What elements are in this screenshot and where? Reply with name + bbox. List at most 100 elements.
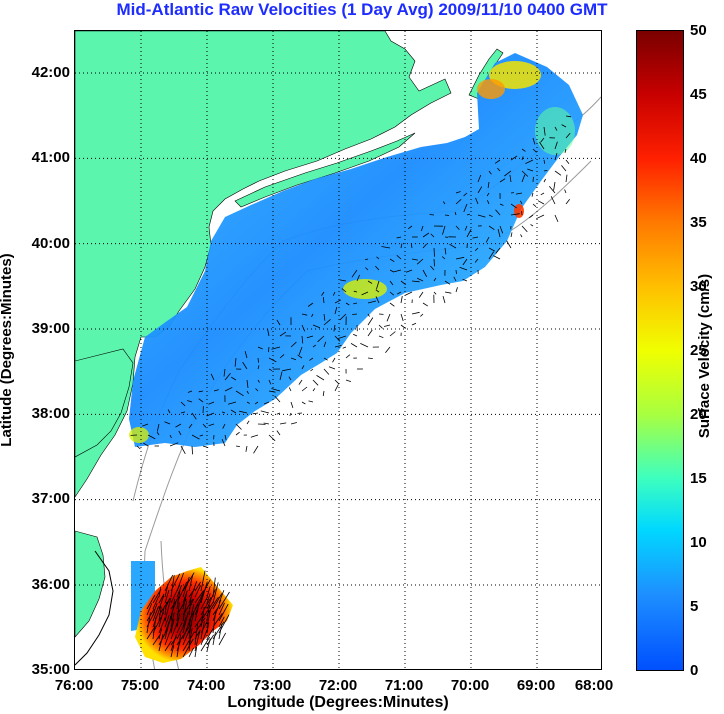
- velocity-arrow: [497, 228, 501, 238]
- velocity-arrow: [466, 213, 471, 216]
- velocity-arrow: [499, 178, 506, 183]
- velocity-arrow: [361, 291, 369, 296]
- velocity-arrow-strong: [194, 590, 204, 604]
- velocity-arrow: [554, 214, 559, 223]
- velocity-arrow: [464, 225, 468, 231]
- velocity-arrow: [485, 236, 490, 243]
- cb-tick-25: 25: [690, 342, 707, 359]
- velocity-arrow: [222, 423, 226, 429]
- velocity-arrow: [385, 346, 391, 354]
- velocity-arrow: [543, 178, 546, 183]
- velocity-arrow: [397, 291, 402, 295]
- velocity-arrow: [429, 214, 435, 216]
- velocity-arrow: [472, 236, 479, 239]
- velocity-arrow: [221, 411, 226, 414]
- velocity-arrow-strong: [218, 591, 230, 610]
- velocity-arrow: [268, 434, 276, 442]
- velocity-arrow-strong: [182, 590, 188, 604]
- velocity-arrow-strong: [158, 608, 165, 628]
- velocity-arrow-strong: [182, 611, 189, 634]
- land-northeast: [75, 31, 452, 498]
- velocity-arrow: [180, 411, 186, 414]
- velocity-arrow: [515, 192, 523, 195]
- velocity-arrow: [339, 279, 347, 282]
- cb-tick-15: 15: [690, 470, 707, 487]
- velocity-arrow: [532, 137, 536, 145]
- velocity-arrow: [550, 196, 556, 205]
- velocity-arrow: [418, 291, 424, 298]
- velocity-arrow: [564, 148, 567, 153]
- velocity-arrow: [308, 400, 314, 403]
- velocity-arrow: [289, 412, 292, 417]
- velocity-arrow: [312, 344, 317, 348]
- velocity-arrow: [462, 258, 468, 266]
- velocity-arrow-strong: [158, 629, 168, 646]
- velocity-arrow: [527, 168, 534, 172]
- velocity-arrow-strong: [200, 606, 205, 628]
- velocity-arrow-strong: [218, 603, 229, 622]
- velocity-arrow: [455, 287, 458, 293]
- velocity-arrow: [156, 431, 160, 436]
- x-axis-title: Longitude (Degrees:Minutes): [227, 694, 449, 711]
- velocity-arrow: [455, 199, 462, 205]
- cb-tick-10: 10: [690, 534, 707, 551]
- velocity-arrow-strong: [218, 590, 225, 604]
- velocity-arrow: [455, 191, 461, 194]
- velocity-arrow: [334, 306, 338, 315]
- velocity-arrow: [521, 174, 526, 183]
- velocity-arrow: [156, 423, 160, 432]
- velocity-arrow: [532, 148, 537, 153]
- velocity-arrow: [540, 192, 545, 196]
- velocity-arrow: [488, 251, 495, 260]
- velocity-arrow: [334, 345, 342, 348]
- velocity-arrow: [276, 319, 281, 326]
- velocity-arrow-strong: [206, 638, 211, 652]
- velocity-arrow: [444, 214, 450, 216]
- velocity-arrow: [178, 430, 182, 436]
- velocity-arrow: [230, 376, 237, 381]
- lat-tick-37: 37:00: [31, 490, 70, 507]
- velocity-arrow-strong: [218, 632, 227, 646]
- velocity-arrow: [301, 324, 306, 332]
- velocity-arrow: [223, 368, 226, 377]
- velocity-arrow-strong: [194, 585, 201, 598]
- colorbar-title: Surface Velocity (cm/s): [696, 273, 713, 439]
- velocity-arrow: [191, 445, 193, 455]
- velocity-arrow: [444, 291, 452, 294]
- velocity-arrow-strong: [200, 636, 211, 652]
- velocity-arrow: [234, 357, 237, 367]
- velocity-arrow: [543, 126, 546, 136]
- velocity-arrow: [312, 379, 319, 386]
- velocity-arrow: [301, 313, 308, 316]
- velocity-arrow: [206, 412, 215, 417]
- velocity-arrow: [290, 357, 297, 361]
- velocity-arrow-strong: [212, 593, 223, 610]
- velocity-arrow: [455, 256, 465, 260]
- velocity-arrow-strong: [206, 604, 210, 622]
- lon-tick-68: 68:00: [574, 677, 614, 694]
- velocity-arrow: [227, 401, 237, 405]
- velocity-arrow: [317, 335, 325, 343]
- velocity-arrow-strong: [200, 597, 212, 616]
- velocity-arrow: [352, 313, 358, 315]
- lon-tick-69: 69:00: [516, 677, 556, 694]
- velocity-arrow: [367, 357, 373, 359]
- velocity-arrow-strong: [170, 612, 175, 628]
- velocity-arrow-strong: [188, 603, 195, 628]
- velocity-arrow-strong: [164, 615, 170, 628]
- velocity-accent-sw: [129, 427, 149, 443]
- velocity-arrow: [497, 167, 501, 172]
- lat-tick-40: 40:00: [31, 235, 70, 252]
- velocity-arrow: [311, 313, 314, 317]
- velocity-arrow: [487, 200, 490, 205]
- velocity-arrow: [537, 200, 545, 205]
- velocity-arrow: [389, 280, 394, 286]
- cb-tick-50: 50: [690, 22, 707, 39]
- velocity-arrow-strong: [194, 603, 200, 622]
- velocity-arrow: [322, 390, 325, 397]
- velocity-arrow: [255, 388, 259, 392]
- velocity-arrow: [564, 189, 567, 194]
- velocity-arrow-strong: [182, 600, 188, 622]
- velocity-arrow: [422, 269, 428, 277]
- velocity-arrow: [463, 192, 468, 197]
